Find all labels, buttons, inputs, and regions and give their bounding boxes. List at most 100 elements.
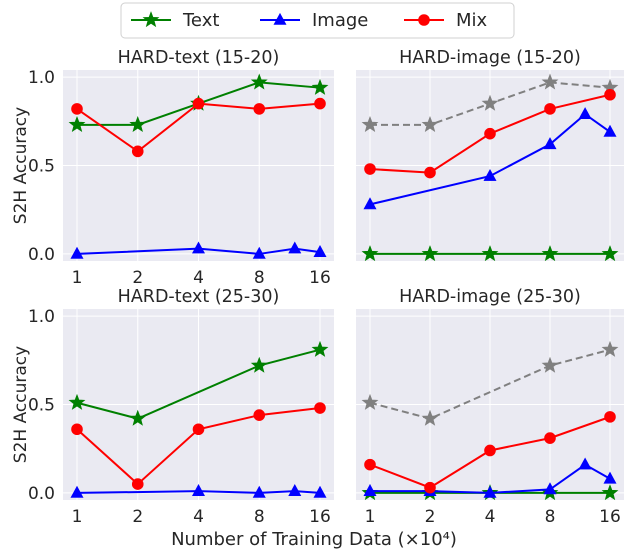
series-image	[363, 107, 617, 210]
y-tick-label: 1.0	[28, 68, 55, 88]
data-point-mix	[604, 411, 616, 423]
data-point-image	[288, 484, 302, 496]
data-point-text	[250, 356, 268, 373]
data-point-image	[363, 484, 377, 496]
x-tick-label: 4	[193, 268, 204, 288]
panels: HARD-text (15-20) 0.0 0.5 1.0 1 2 4 8 16 S2H Accu…	[11, 48, 624, 527]
shared-x-axis-label: Number of Training Data (×10⁴)	[171, 529, 457, 550]
data-point-image	[288, 241, 302, 254]
series-text	[68, 340, 329, 426]
x-tick-label: 2	[132, 268, 143, 288]
legend-marker-text	[142, 11, 160, 28]
data-point-image	[483, 485, 497, 498]
y-tick-label: 0.5	[28, 157, 55, 177]
x-tick-label: 1	[72, 507, 83, 527]
legend-label-image: Image	[312, 10, 368, 31]
data-point-mix	[314, 402, 326, 414]
y-tick-label: 0.0	[28, 484, 55, 504]
data-point-text	[541, 245, 559, 262]
series-reference	[361, 73, 619, 132]
data-point-image	[543, 482, 557, 495]
x-tick-label: 8	[254, 507, 265, 527]
data-point-image	[578, 457, 592, 470]
data-point-mix	[484, 444, 496, 457]
panel-2: HARD-image (15-20)	[356, 48, 624, 262]
legend-marker-image	[273, 12, 287, 25]
x-tick-label: 16	[599, 507, 621, 527]
series-text	[361, 245, 619, 262]
y-tick-label: 1.0	[28, 307, 55, 327]
data-point-mix	[364, 163, 376, 175]
data-point-reference	[421, 409, 439, 426]
legend-box	[120, 2, 515, 39]
data-point-mix	[544, 103, 556, 115]
data-point-image	[313, 485, 327, 498]
legend: Text Image Mix	[120, 2, 515, 39]
data-point-text	[250, 73, 268, 90]
data-point-text	[601, 484, 619, 501]
panel-3: HARD-text (25-30) 0.0 0.5 1.0 1 2 4 8 16 S2H Accu…	[11, 287, 334, 527]
data-point-mix	[71, 423, 83, 436]
x-tick-label: 8	[545, 507, 556, 527]
series-mix	[364, 88, 616, 179]
y-tick-label: 0.5	[28, 396, 55, 416]
data-point-mix	[544, 432, 556, 444]
data-point-reference	[361, 393, 379, 410]
legend-label-text: Text	[182, 10, 219, 31]
series-mix	[71, 97, 326, 158]
data-point-text	[601, 245, 619, 262]
panel-1: HARD-text (15-20) 0.0 0.5 1.0 1 2 4 8 16 S2H Accu…	[11, 48, 334, 288]
data-point-text	[361, 245, 379, 262]
data-point-text	[421, 245, 439, 262]
data-point-mix	[424, 481, 436, 494]
y-tick-label: 0.0	[28, 245, 55, 265]
data-point-reference	[481, 94, 499, 111]
series-mix	[364, 411, 616, 494]
data-point-image	[252, 485, 266, 498]
series-image	[70, 484, 327, 498]
x-tick-label: 4	[485, 507, 496, 527]
data-point-image	[191, 241, 206, 254]
data-point-image	[363, 197, 377, 210]
data-point-text	[311, 78, 329, 95]
legend-marker-mix	[418, 14, 430, 26]
panel-title: HARD-text (15-20)	[118, 48, 280, 68]
data-point-text	[129, 115, 147, 132]
data-point-image	[603, 124, 617, 137]
data-point-mix	[424, 166, 436, 179]
x-tick-label: 2	[132, 507, 143, 527]
data-point-text	[129, 409, 147, 426]
series-image	[70, 241, 327, 259]
data-point-mix	[253, 103, 266, 115]
panel-title: HARD-image (15-20)	[399, 48, 581, 68]
data-point-mix	[484, 127, 496, 140]
data-point-mix	[71, 103, 83, 115]
series-reference	[361, 340, 619, 426]
data-point-mix	[364, 458, 376, 471]
data-point-mix	[192, 97, 205, 110]
data-point-image	[70, 485, 84, 498]
data-point-reference	[541, 73, 559, 90]
data-point-image	[191, 484, 206, 496]
y-axis-label: S2H Accuracy	[11, 346, 31, 463]
x-tick-label: 2	[425, 507, 436, 527]
data-point-mix	[131, 478, 144, 490]
x-tick-label: 1	[365, 507, 376, 527]
data-point-reference	[421, 115, 439, 132]
data-point-reference	[541, 356, 559, 373]
panel-title: HARD-text (25-30)	[118, 287, 280, 307]
data-point-text	[311, 340, 329, 357]
data-point-image	[252, 246, 266, 259]
series-line-reference	[369, 348, 611, 420]
data-point-mix	[253, 409, 266, 421]
series-mix	[71, 402, 326, 490]
x-tick-label: 16	[309, 268, 331, 288]
data-point-image	[603, 471, 617, 484]
data-point-text	[68, 393, 86, 410]
data-point-image	[543, 137, 557, 150]
data-point-reference	[601, 340, 619, 357]
data-point-mix	[192, 423, 205, 436]
data-point-reference	[361, 115, 379, 132]
data-point-image	[578, 107, 592, 120]
